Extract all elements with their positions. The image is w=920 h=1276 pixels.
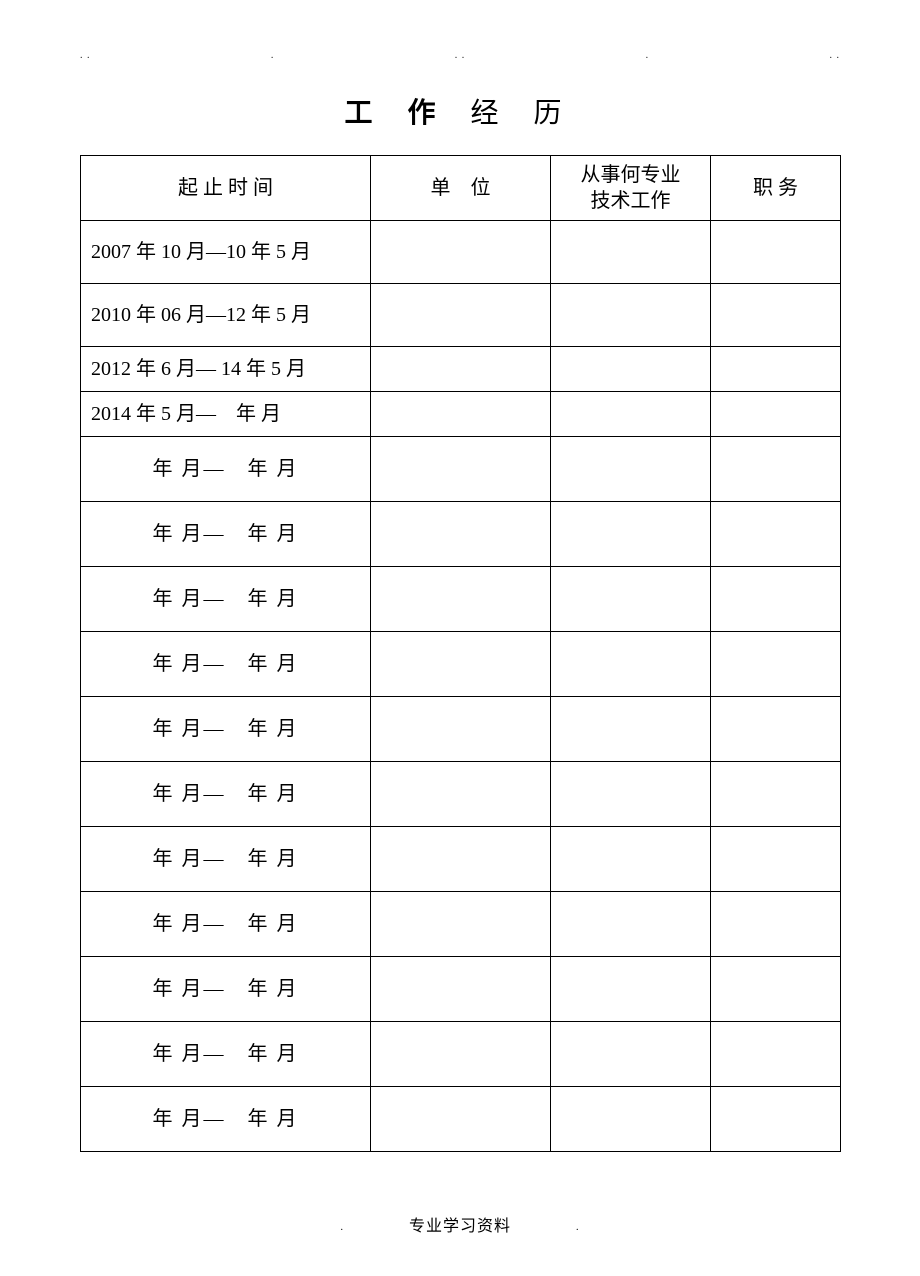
cell-post: [711, 221, 841, 284]
cell-period: 2007 年 10 月—10 年 5 月: [81, 221, 371, 284]
cell-unit: [371, 762, 551, 827]
cell-period: 年 月— 年 月: [81, 697, 371, 762]
cell-unit: [371, 957, 551, 1022]
cell-post: [711, 632, 841, 697]
footer-dot: .: [340, 1222, 344, 1233]
cell-post: [711, 697, 841, 762]
col-post: 职 务: [711, 156, 841, 221]
table-row: 年 月— 年 月: [81, 827, 841, 892]
dot: . .: [830, 50, 841, 61]
cell-work: [551, 957, 711, 1022]
cell-work: [551, 347, 711, 392]
cell-post: [711, 957, 841, 1022]
cell-work: [551, 284, 711, 347]
footer-dot: .: [576, 1222, 580, 1233]
cell-post: [711, 284, 841, 347]
cell-unit: [371, 567, 551, 632]
cell-period: 2014 年 5 月— 年 月: [81, 392, 371, 437]
table-row: 年 月— 年 月: [81, 437, 841, 502]
cell-unit: [371, 284, 551, 347]
cell-post: [711, 762, 841, 827]
cell-period: 年 月— 年 月: [81, 957, 371, 1022]
table-row: 年 月— 年 月: [81, 697, 841, 762]
header-dots: . . . . . . . .: [80, 50, 840, 61]
cell-period: 年 月— 年 月: [81, 632, 371, 697]
cell-unit: [371, 632, 551, 697]
table-row: 年 月— 年 月: [81, 632, 841, 697]
table-row: 2007 年 10 月—10 年 5 月: [81, 221, 841, 284]
title-light: 经 历: [450, 98, 576, 129]
col-work: 从事何专业技术工作: [551, 156, 711, 221]
cell-post: [711, 437, 841, 502]
table-row: 2014 年 5 月— 年 月: [81, 392, 841, 437]
cell-post: [711, 827, 841, 892]
table-row: 2012 年 6 月— 14 年 5 月: [81, 347, 841, 392]
cell-work: [551, 437, 711, 502]
cell-period: 年 月— 年 月: [81, 1087, 371, 1152]
cell-period: 年 月— 年 月: [81, 1022, 371, 1087]
cell-work: [551, 502, 711, 567]
cell-period: 年 月— 年 月: [81, 827, 371, 892]
cell-period: 2012 年 6 月— 14 年 5 月: [81, 347, 371, 392]
table-body: 2007 年 10 月—10 年 5 月2010 年 06 月—12 年 5 月…: [81, 221, 841, 1152]
cell-unit: [371, 827, 551, 892]
table-row: 年 月— 年 月: [81, 567, 841, 632]
table-row: 年 月— 年 月: [81, 502, 841, 567]
cell-period: 年 月— 年 月: [81, 892, 371, 957]
dot: . .: [455, 50, 466, 61]
cell-unit: [371, 697, 551, 762]
table-row: 年 月— 年 月: [81, 957, 841, 1022]
cell-period: 2010 年 06 月—12 年 5 月: [81, 284, 371, 347]
dot: .: [646, 50, 650, 61]
cell-work: [551, 762, 711, 827]
cell-period: 年 月— 年 月: [81, 437, 371, 502]
col-period: 起 止 时 间: [81, 156, 371, 221]
cell-work: [551, 392, 711, 437]
cell-post: [711, 347, 841, 392]
cell-post: [711, 567, 841, 632]
cell-unit: [371, 502, 551, 567]
cell-work: [551, 221, 711, 284]
cell-unit: [371, 1087, 551, 1152]
title-bold: 工 作: [344, 98, 449, 129]
dot: .: [271, 50, 275, 61]
work-history-table: 起 止 时 间 单 位 从事何专业技术工作 职 务 2007 年 10 月—10…: [80, 155, 841, 1152]
cell-unit: [371, 1022, 551, 1087]
cell-work: [551, 632, 711, 697]
cell-post: [711, 1087, 841, 1152]
table-row: 2010 年 06 月—12 年 5 月: [81, 284, 841, 347]
table-row: 年 月— 年 月: [81, 892, 841, 957]
footer-text: 专业学习资料: [409, 1218, 511, 1235]
page-footer: . 专业学习资料 .: [80, 1212, 840, 1236]
cell-work: [551, 697, 711, 762]
cell-work: [551, 827, 711, 892]
cell-work: [551, 1022, 711, 1087]
col-unit: 单 位: [371, 156, 551, 221]
cell-period: 年 月— 年 月: [81, 567, 371, 632]
cell-post: [711, 502, 841, 567]
cell-unit: [371, 892, 551, 957]
cell-work: [551, 567, 711, 632]
dot: . .: [80, 50, 91, 61]
cell-unit: [371, 392, 551, 437]
cell-work: [551, 892, 711, 957]
table-row: 年 月— 年 月: [81, 1087, 841, 1152]
table-row: 年 月— 年 月: [81, 762, 841, 827]
cell-period: 年 月— 年 月: [81, 502, 371, 567]
cell-post: [711, 892, 841, 957]
cell-post: [711, 392, 841, 437]
cell-unit: [371, 221, 551, 284]
page-title: 工 作 经 历: [80, 91, 840, 131]
table-header-row: 起 止 时 间 单 位 从事何专业技术工作 职 务: [81, 156, 841, 221]
cell-unit: [371, 347, 551, 392]
cell-work: [551, 1087, 711, 1152]
cell-unit: [371, 437, 551, 502]
cell-post: [711, 1022, 841, 1087]
cell-period: 年 月— 年 月: [81, 762, 371, 827]
table-row: 年 月— 年 月: [81, 1022, 841, 1087]
